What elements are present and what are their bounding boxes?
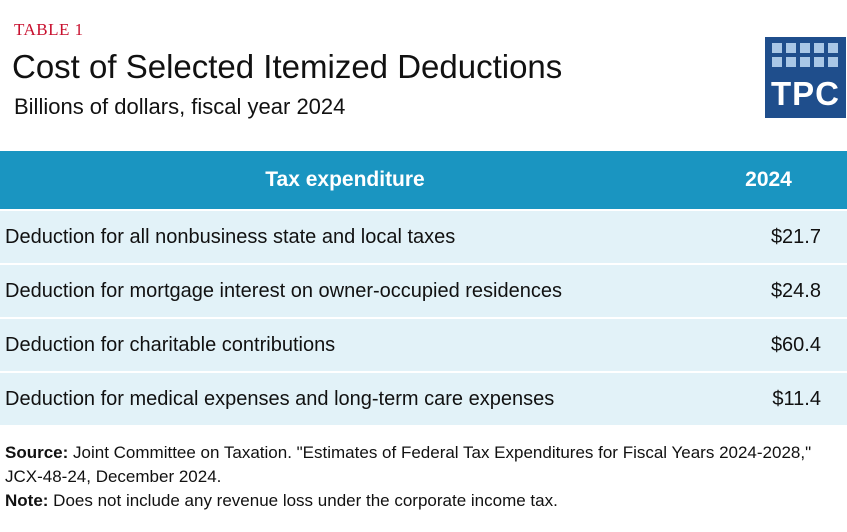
table-footer: Source: Joint Committee on Taxation. "Es… [5, 441, 843, 513]
row-value: $21.7 [690, 209, 847, 264]
page-subtitle: Billions of dollars, fiscal year 2024 [14, 94, 346, 119]
row-value: $11.4 [690, 371, 847, 425]
logo-text: TPC [771, 75, 840, 112]
table-row: Deduction for medical expenses and long-… [0, 371, 847, 425]
row-expenditure: Deduction for mortgage interest on owner… [0, 263, 690, 318]
header-year: 2024 [690, 151, 847, 210]
source-note: Source: Joint Committee on Taxation. "Es… [5, 441, 843, 489]
table-row: Deduction for all nonbusiness state and … [0, 209, 847, 264]
row-expenditure: Deduction for charitable contributions [0, 317, 690, 372]
logo-grid-icon [772, 43, 838, 67]
table-label: TABLE 1 [14, 20, 84, 39]
table-row: Deduction for mortgage interest on owner… [0, 263, 847, 318]
table-row: Deduction for charitable contributions $… [0, 317, 847, 372]
row-expenditure: Deduction for medical expenses and long-… [0, 371, 690, 425]
row-expenditure: Deduction for all nonbusiness state and … [0, 209, 690, 264]
header-tax-expenditure: Tax expenditure [0, 151, 690, 210]
row-value: $24.8 [690, 263, 847, 318]
note-text: Does not include any revenue loss under … [48, 491, 558, 510]
note-label: Note: [5, 491, 49, 510]
source-label: Source: [5, 443, 69, 462]
source-text: Joint Committee on Taxation. "Estimates … [5, 443, 812, 486]
row-value: $60.4 [690, 317, 847, 372]
table-header-row: Tax expenditure 2024 [0, 151, 847, 210]
page-title: Cost of Selected Itemized Deductions [12, 48, 563, 85]
deductions-table: Tax expenditure 2024 Deduction for all n… [0, 151, 847, 425]
note: Note: Does not include any revenue loss … [5, 489, 843, 513]
tpc-logo: TPC [765, 37, 846, 118]
